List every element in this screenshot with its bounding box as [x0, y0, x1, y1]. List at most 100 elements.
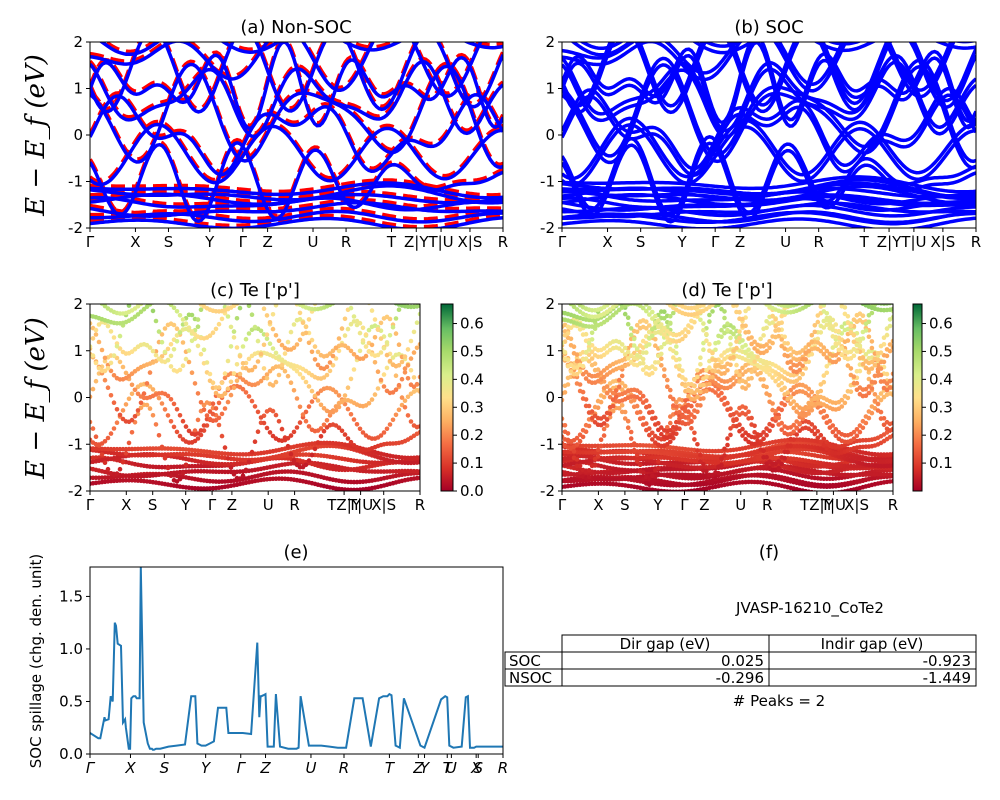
- projected-band-point: [604, 410, 610, 416]
- projected-band-point: [583, 349, 589, 355]
- projected-band-point: [165, 393, 171, 399]
- projected-band-point: [228, 392, 234, 398]
- soc-band-line: [562, 42, 976, 125]
- projected-band-point: [357, 330, 363, 336]
- projected-band-point: [390, 355, 396, 360]
- projected-band-point: [631, 343, 637, 348]
- projected-band-point: [574, 435, 580, 441]
- projected-band-point: [117, 412, 123, 418]
- projected-band-point: [111, 353, 117, 358]
- projected-band-point: [180, 317, 186, 322]
- projected-band-point: [689, 382, 694, 387]
- projected-band-point: [357, 426, 363, 432]
- projected-band-point: [695, 402, 700, 408]
- projected-band-point: [674, 399, 679, 405]
- projected-band-point: [252, 404, 258, 409]
- projected-band-point: [890, 458, 893, 463]
- projected-band-point: [168, 397, 174, 402]
- projected-band-point: [821, 345, 827, 350]
- projected-band-point: [830, 429, 836, 435]
- projected-band-point: [366, 349, 372, 354]
- projected-band-point: [378, 320, 384, 326]
- projected-band-point: [351, 417, 357, 422]
- projected-band-point: [770, 375, 775, 380]
- projected-band-point: [788, 359, 793, 365]
- projected-band-point: [165, 357, 171, 363]
- projected-band-point: [619, 348, 625, 354]
- projected-band-point: [417, 429, 420, 435]
- projected-band-point: [210, 401, 216, 407]
- panel-b-plot: [562, 42, 976, 228]
- projected-band-point: [821, 304, 827, 308]
- projected-band-point: [840, 297, 845, 302]
- projected-band-point: [598, 393, 604, 398]
- projected-band-point: [111, 373, 117, 378]
- nonsoc-band-line: [90, 59, 503, 167]
- projected-band-point: [378, 377, 384, 383]
- projected-band-point: [237, 305, 243, 311]
- projected-band-point: [812, 431, 818, 437]
- projected-band-point: [306, 384, 312, 389]
- projected-band-point: [132, 387, 138, 393]
- projected-band-point: [821, 443, 827, 448]
- projected-band-point: [105, 385, 111, 391]
- projected-band-point: [255, 338, 261, 344]
- projected-band-point: [195, 343, 201, 349]
- projected-band-point: [348, 376, 354, 382]
- projected-band-point: [665, 377, 670, 383]
- projected-band-point: [198, 428, 204, 433]
- projected-band-point: [562, 423, 568, 428]
- projected-band-point: [273, 412, 279, 418]
- projected-band-point: [204, 360, 210, 365]
- projected-band-point: [150, 387, 156, 392]
- projected-band-point: [174, 309, 180, 314]
- projected-band-point: [291, 458, 297, 463]
- projected-band-point: [698, 355, 703, 361]
- projected-band-point: [764, 348, 769, 354]
- projected-band-point: [90, 344, 93, 349]
- projected-band-point: [842, 400, 848, 406]
- projected-band-point: [631, 441, 637, 446]
- projected-band-point: [210, 380, 216, 386]
- projected-band-point: [102, 377, 108, 383]
- projected-band-point: [749, 351, 754, 356]
- projected-band-point: [577, 369, 583, 374]
- projected-band-point: [848, 323, 854, 329]
- projected-band-point: [303, 379, 309, 385]
- projected-band-point: [381, 372, 387, 377]
- projected-band-point: [273, 333, 279, 338]
- projected-band-point: [659, 431, 664, 437]
- projected-band-point: [650, 409, 655, 415]
- projected-band-point: [695, 442, 700, 447]
- projected-band-point: [318, 434, 324, 439]
- projected-band-point: [806, 386, 811, 392]
- projected-band-point: [129, 430, 135, 435]
- projected-band-point: [163, 299, 168, 304]
- projected-band-point: [598, 443, 604, 449]
- projected-band-point: [764, 384, 769, 390]
- panel-e-title: (e): [283, 542, 308, 563]
- projected-band-point: [713, 476, 718, 482]
- projected-band-point: [887, 385, 893, 390]
- projected-band-point: [345, 436, 351, 441]
- panel-a-ylabel: E − E_f (eV): [21, 54, 51, 217]
- projected-band-point: [417, 475, 420, 481]
- projected-band-point: [216, 385, 222, 390]
- projected-band-point: [659, 425, 664, 430]
- projected-band-point: [839, 345, 845, 351]
- projected-band-point: [833, 322, 839, 327]
- projected-band-point: [860, 329, 866, 335]
- projected-band-point: [568, 369, 574, 374]
- projected-band-point: [153, 352, 159, 358]
- projected-band-point: [761, 377, 766, 382]
- projected-band-point: [692, 408, 697, 413]
- projected-band-point: [279, 362, 285, 368]
- projected-band-point: [246, 459, 252, 465]
- projected-band-point: [668, 428, 673, 433]
- projected-band-point: [866, 376, 872, 382]
- projected-band-point: [273, 350, 279, 356]
- projected-band-point: [114, 471, 120, 476]
- projected-band-point: [722, 309, 727, 314]
- projected-band-point: [336, 404, 342, 410]
- projected-band-point: [138, 400, 144, 406]
